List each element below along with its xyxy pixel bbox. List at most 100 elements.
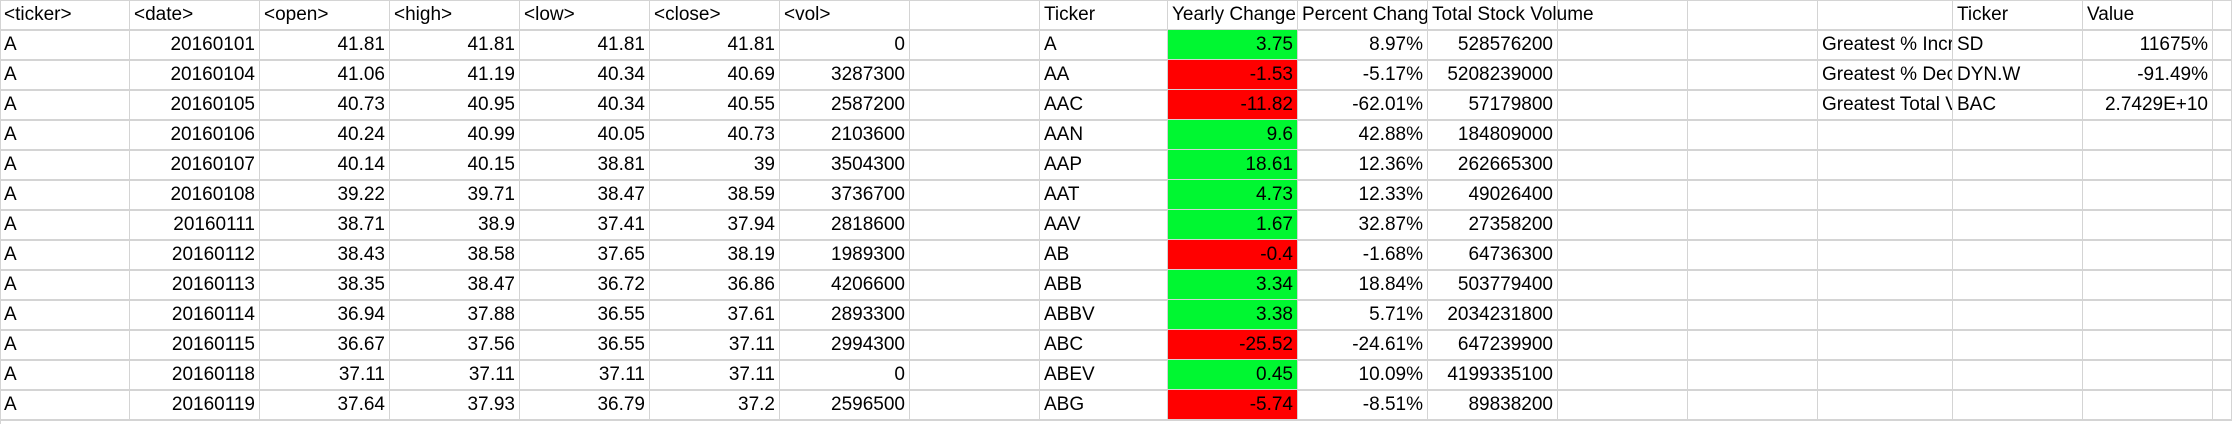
- cell-date[interactable]: 20160108: [130, 180, 260, 210]
- cell-summary-ticker[interactable]: AAC: [1040, 90, 1168, 120]
- empty-cell[interactable]: [2213, 0, 2232, 30]
- cell-vol[interactable]: 4206600: [780, 270, 910, 300]
- empty-cell[interactable]: [1558, 30, 1688, 60]
- empty-cell[interactable]: [1558, 180, 1688, 210]
- empty-cell[interactable]: [2083, 390, 2213, 420]
- empty-cell[interactable]: [910, 60, 1040, 90]
- cell-greatest-label[interactable]: Greatest Total Volume: [1818, 90, 1953, 120]
- empty-cell[interactable]: [2213, 210, 2232, 240]
- cell-high[interactable]: 38.9: [390, 210, 520, 240]
- header-yearly-change[interactable]: Yearly Change: [1168, 0, 1298, 30]
- empty-cell[interactable]: [2213, 360, 2232, 390]
- cell-summary-ticker[interactable]: AAT: [1040, 180, 1168, 210]
- empty-cell[interactable]: [1818, 360, 1953, 390]
- empty-cell[interactable]: [1688, 240, 1818, 270]
- header-summary-ticker[interactable]: Ticker: [1040, 0, 1168, 30]
- empty-cell[interactable]: [1688, 180, 1818, 210]
- cell-summary-ticker[interactable]: AAP: [1040, 150, 1168, 180]
- cell-vol[interactable]: 2103600: [780, 120, 910, 150]
- cell-summary-ticker[interactable]: ABEV: [1040, 360, 1168, 390]
- empty-cell[interactable]: [1688, 330, 1818, 360]
- cell-close[interactable]: 40.55: [650, 90, 780, 120]
- empty-cell[interactable]: [1688, 60, 1818, 90]
- header-vol[interactable]: <vol>: [780, 0, 910, 30]
- cell-vol[interactable]: 2587200: [780, 90, 910, 120]
- cell-open[interactable]: 38.43: [260, 240, 390, 270]
- cell-close[interactable]: 41.81: [650, 30, 780, 60]
- cell-vol[interactable]: 0: [780, 360, 910, 390]
- empty-cell[interactable]: [2213, 330, 2232, 360]
- empty-cell[interactable]: [2083, 120, 2213, 150]
- cell-close[interactable]: 37.94: [650, 210, 780, 240]
- empty-cell[interactable]: [1818, 240, 1953, 270]
- empty-cell[interactable]: [1558, 210, 1688, 240]
- cell-greatest-value[interactable]: 2.7429E+10: [2083, 90, 2213, 120]
- cell-yearly-change[interactable]: 3.38: [1168, 300, 1298, 330]
- cell-percent-change[interactable]: 32.87%: [1298, 210, 1428, 240]
- empty-cell[interactable]: [1688, 270, 1818, 300]
- cell-open[interactable]: 39.22: [260, 180, 390, 210]
- cell-total-volume[interactable]: 2034231800: [1428, 300, 1558, 330]
- cell-low[interactable]: 40.34: [520, 90, 650, 120]
- cell-yearly-change[interactable]: -11.82: [1168, 90, 1298, 120]
- cell-total-volume[interactable]: 647239900: [1428, 330, 1558, 360]
- empty-cell[interactable]: [1558, 330, 1688, 360]
- empty-cell[interactable]: [910, 120, 1040, 150]
- cell-yearly-change[interactable]: 9.6: [1168, 120, 1298, 150]
- empty-cell[interactable]: [1953, 150, 2083, 180]
- empty-cell[interactable]: [1558, 240, 1688, 270]
- cell-total-volume[interactable]: 27358200: [1428, 210, 1558, 240]
- cell-date[interactable]: 20160101: [130, 30, 260, 60]
- cell-yearly-change[interactable]: 3.75: [1168, 30, 1298, 60]
- empty-cell[interactable]: [1818, 210, 1953, 240]
- empty-cell[interactable]: [1558, 360, 1688, 390]
- cell-low[interactable]: 36.79: [520, 390, 650, 420]
- cell-open[interactable]: 36.67: [260, 330, 390, 360]
- empty-cell[interactable]: [910, 180, 1040, 210]
- empty-cell[interactable]: [1558, 150, 1688, 180]
- empty-cell[interactable]: [1818, 150, 1953, 180]
- empty-cell[interactable]: [1818, 180, 1953, 210]
- cell-high[interactable]: 41.19: [390, 60, 520, 90]
- cell-total-volume[interactable]: 503779400: [1428, 270, 1558, 300]
- cell-open[interactable]: 37.11: [260, 360, 390, 390]
- cell-date[interactable]: 20160115: [130, 330, 260, 360]
- empty-cell[interactable]: [1953, 210, 2083, 240]
- cell-high[interactable]: 38.58: [390, 240, 520, 270]
- empty-cell[interactable]: [1953, 270, 2083, 300]
- cell-vol[interactable]: 3504300: [780, 150, 910, 180]
- cell-vol[interactable]: 2596500: [780, 390, 910, 420]
- cell-high[interactable]: 37.93: [390, 390, 520, 420]
- cell-vol[interactable]: 2818600: [780, 210, 910, 240]
- empty-cell[interactable]: [1688, 30, 1818, 60]
- cell-open[interactable]: 38.35: [260, 270, 390, 300]
- empty-cell[interactable]: [2083, 360, 2213, 390]
- header-open[interactable]: <open>: [260, 0, 390, 30]
- cell-ticker[interactable]: A: [0, 150, 130, 180]
- empty-cell[interactable]: [2213, 270, 2232, 300]
- cell-ticker[interactable]: A: [0, 270, 130, 300]
- empty-cell[interactable]: [1818, 330, 1953, 360]
- cell-date[interactable]: 20160107: [130, 150, 260, 180]
- cell-percent-change[interactable]: -8.51%: [1298, 390, 1428, 420]
- cell-close[interactable]: 37.61: [650, 300, 780, 330]
- cell-date[interactable]: 20160111: [130, 210, 260, 240]
- cell-low[interactable]: 37.65: [520, 240, 650, 270]
- cell-summary-ticker[interactable]: A: [1040, 30, 1168, 60]
- empty-cell[interactable]: [1558, 90, 1688, 120]
- cell-yearly-change[interactable]: -0.4: [1168, 240, 1298, 270]
- cell-high[interactable]: 40.95: [390, 90, 520, 120]
- cell-date[interactable]: 20160119: [130, 390, 260, 420]
- empty-cell[interactable]: [1558, 0, 1688, 30]
- cell-date[interactable]: 20160112: [130, 240, 260, 270]
- cell-percent-change[interactable]: -62.01%: [1298, 90, 1428, 120]
- cell-summary-ticker[interactable]: AAV: [1040, 210, 1168, 240]
- empty-cell[interactable]: [1953, 390, 2083, 420]
- cell-total-volume[interactable]: 64736300: [1428, 240, 1558, 270]
- cell-ticker[interactable]: A: [0, 120, 130, 150]
- cell-close[interactable]: 37.2: [650, 390, 780, 420]
- cell-high[interactable]: 37.88: [390, 300, 520, 330]
- cell-low[interactable]: 36.72: [520, 270, 650, 300]
- header-total-volume[interactable]: Total Stock Volume: [1428, 0, 1594, 30]
- header-greatest-ticker[interactable]: Ticker: [1953, 0, 2083, 30]
